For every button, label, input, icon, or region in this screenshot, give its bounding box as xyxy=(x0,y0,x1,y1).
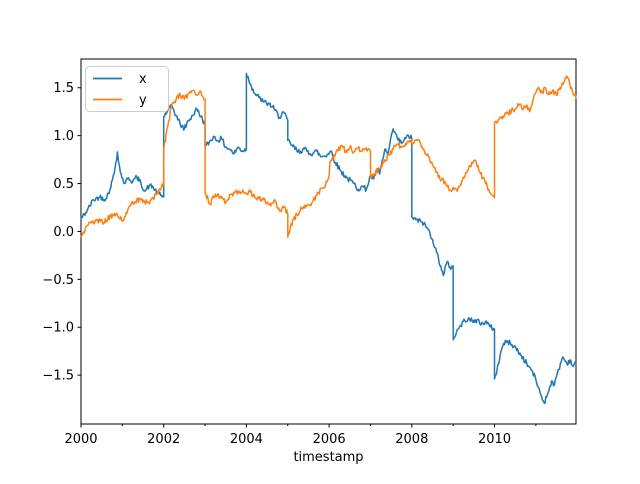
x-tick-label: 2004 xyxy=(230,432,263,447)
plot-frame xyxy=(80,58,577,425)
series-lines xyxy=(80,72,577,405)
legend-label-x: x xyxy=(139,72,147,87)
y-tick-label: −0.5 xyxy=(42,273,74,288)
y-tick-label: −1.5 xyxy=(42,369,74,384)
x-tick-label: 2006 xyxy=(313,432,346,447)
series-y-line xyxy=(80,75,577,238)
axes: 2000 2002 2004 2006 2008 2010 1.5 1.0 0.5 0.0 −0.5… xyxy=(42,58,577,447)
x-tick-label: 2002 xyxy=(147,432,180,447)
y-tick-label: 0.0 xyxy=(53,225,74,240)
series-x-line xyxy=(80,72,577,405)
y-tick-label: 0.5 xyxy=(53,177,74,192)
legend: x y xyxy=(85,66,169,112)
y-tick-label: −1.0 xyxy=(42,321,74,336)
legend-label-y: y xyxy=(139,93,147,108)
x-tick-label: 2010 xyxy=(478,432,511,447)
x-tick-label: 2008 xyxy=(395,432,428,447)
y-tick-label: 1.0 xyxy=(53,129,74,144)
x-axis-title: timestamp xyxy=(293,450,363,465)
legend-box xyxy=(85,66,169,112)
y-tick-label: 1.5 xyxy=(53,81,74,96)
x-tick-label: 2000 xyxy=(64,432,97,447)
